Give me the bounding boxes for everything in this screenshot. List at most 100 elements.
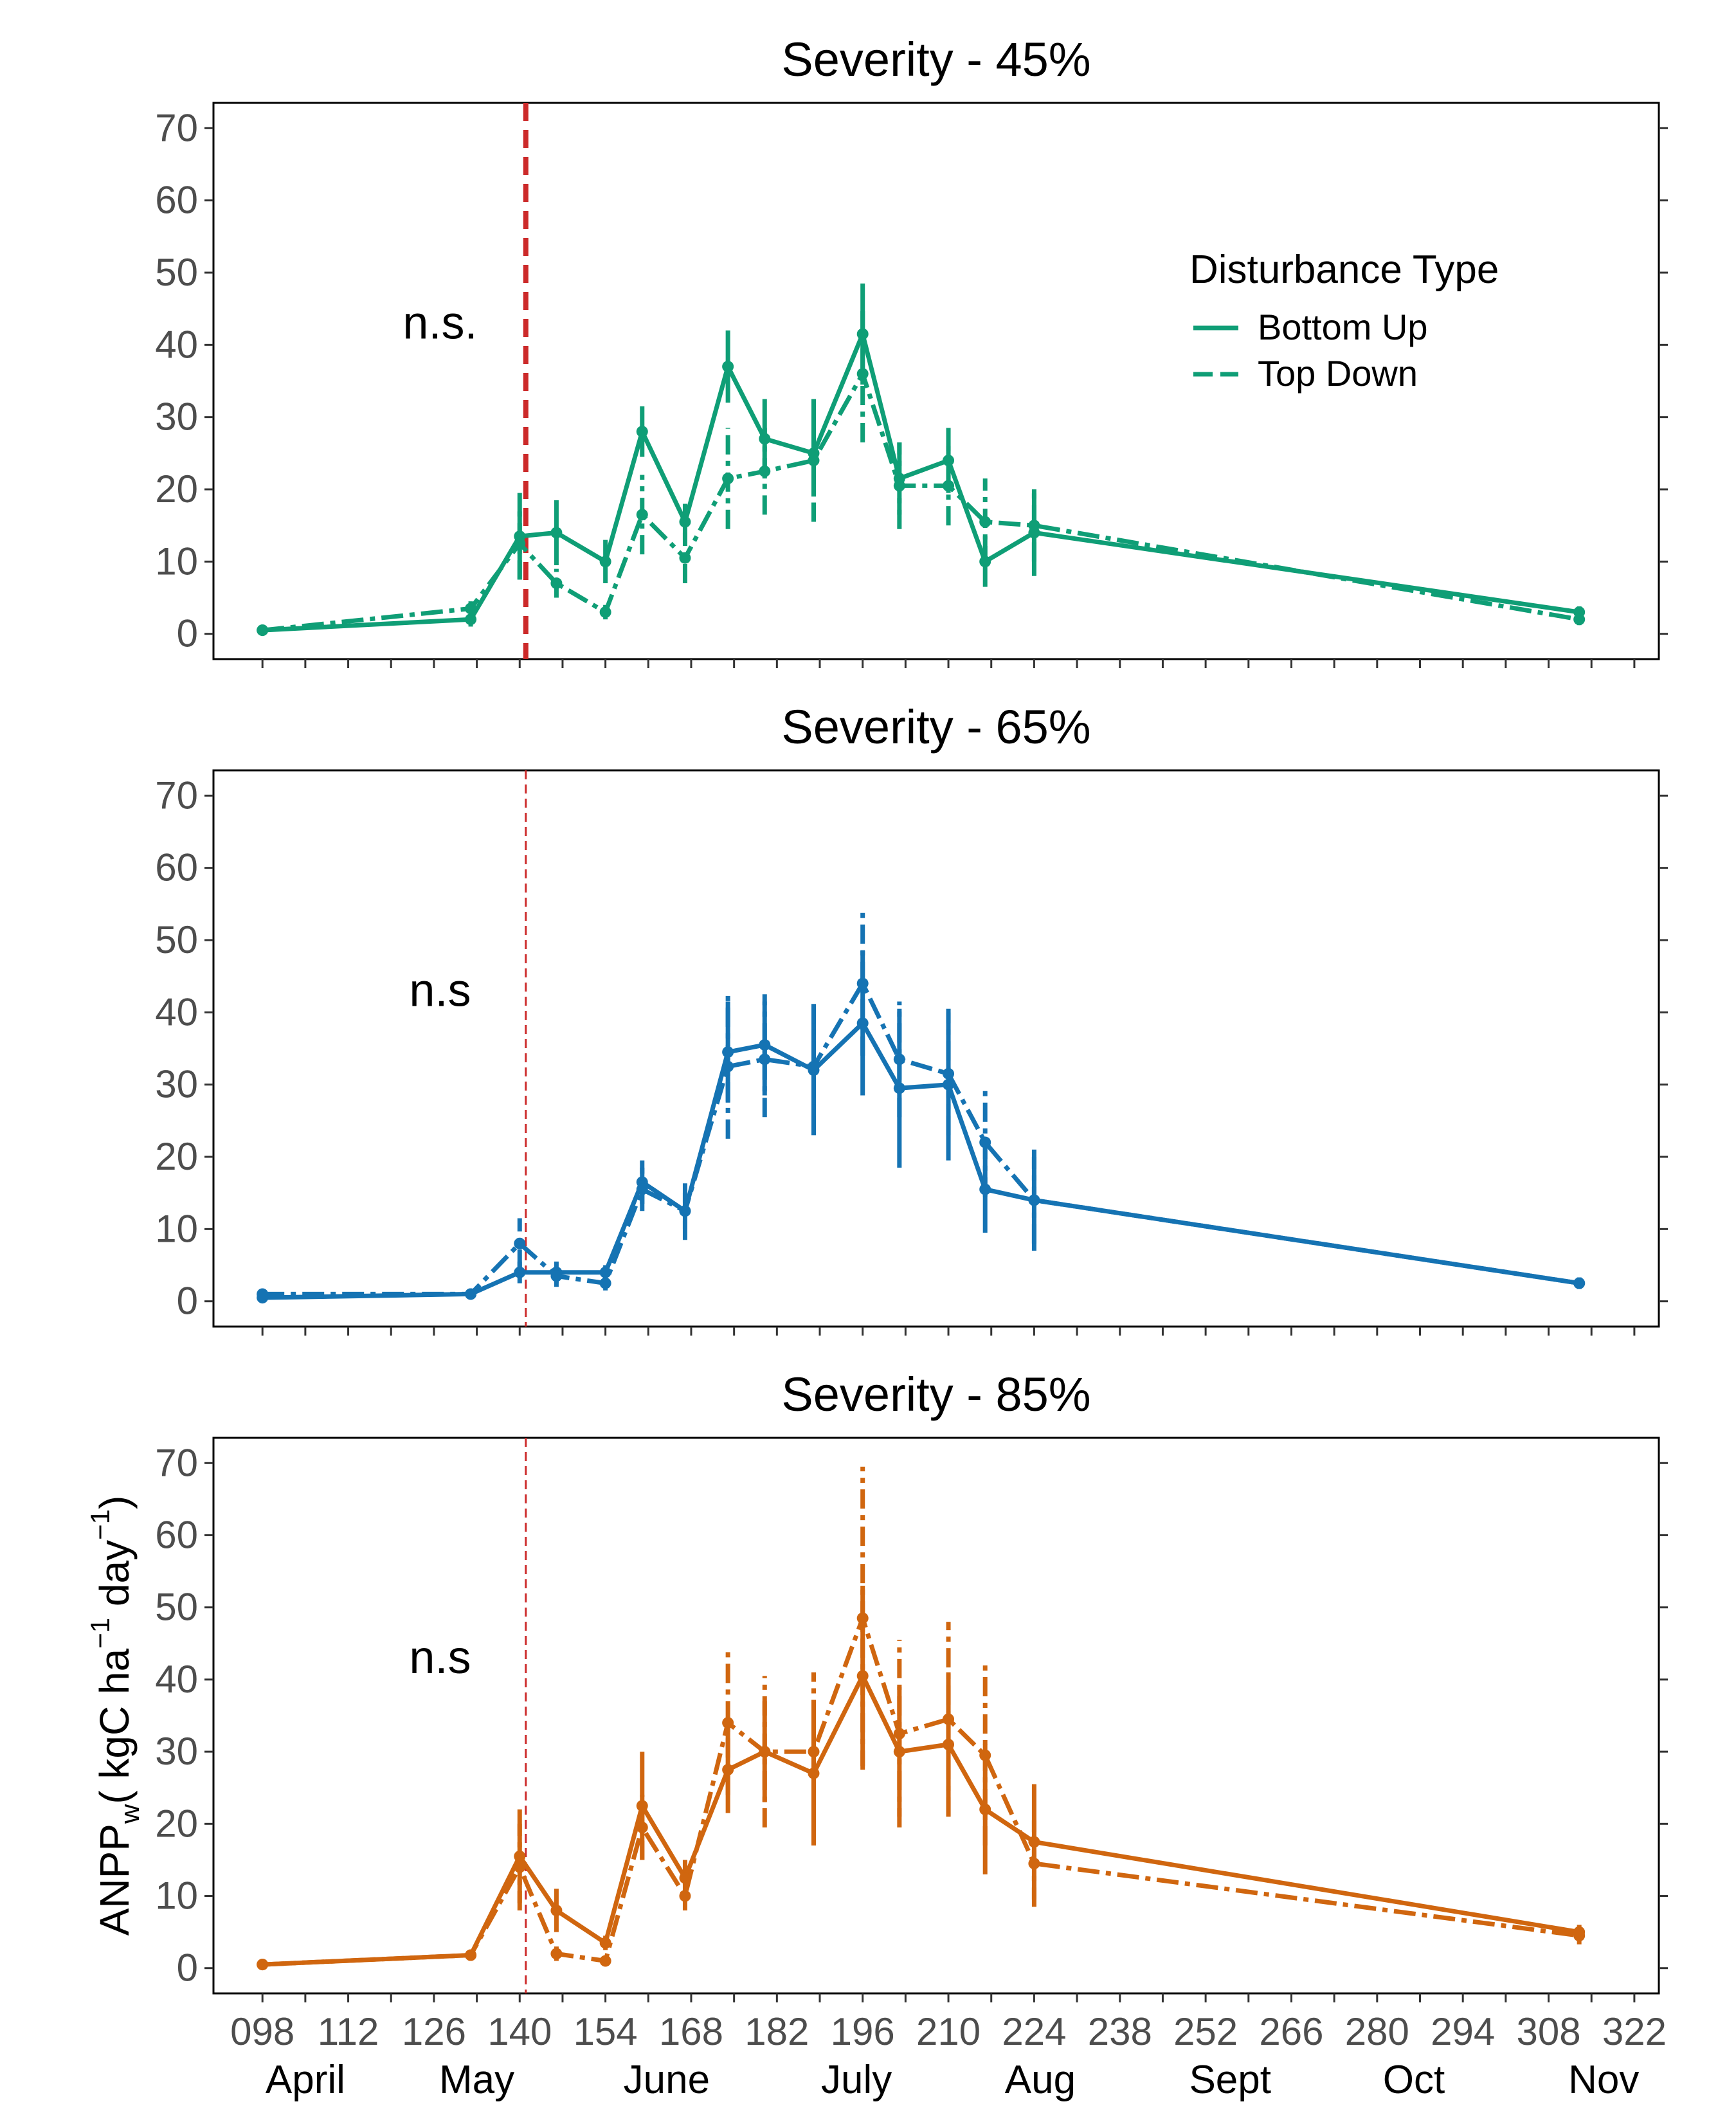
x-tick-label: 112 bbox=[318, 2010, 379, 2053]
y-axis-label-unit-pre: ( kgC ha bbox=[91, 1648, 138, 1804]
y-tick-label: 20 bbox=[155, 1135, 198, 1178]
data-point bbox=[514, 538, 526, 550]
y-tick-label: 30 bbox=[155, 1730, 198, 1773]
y-tick-label: 50 bbox=[155, 251, 198, 294]
y-tick-label: 60 bbox=[155, 179, 198, 222]
x-tick-label: 126 bbox=[402, 2010, 466, 2053]
y-tick-label: 70 bbox=[155, 774, 198, 817]
y-axis-label-unit-mid: day bbox=[91, 1540, 138, 1618]
month-label: April bbox=[266, 2058, 345, 2102]
data-point bbox=[759, 1038, 771, 1051]
x-tick-label: 224 bbox=[1002, 2010, 1066, 2053]
data-point bbox=[465, 1949, 477, 1961]
series-top-down bbox=[257, 305, 1586, 637]
y-tick-label: 0 bbox=[177, 1946, 198, 1990]
data-point bbox=[465, 613, 477, 626]
data-point bbox=[550, 1270, 563, 1282]
month-label: Aug bbox=[1005, 2058, 1076, 2102]
data-point bbox=[893, 1728, 905, 1740]
month-label: Oct bbox=[1383, 2058, 1445, 2102]
data-point bbox=[465, 1288, 477, 1300]
series-line bbox=[262, 981, 1580, 1296]
data-point bbox=[1573, 613, 1586, 626]
x-tick-label: 098 bbox=[230, 2010, 294, 2053]
data-point bbox=[257, 624, 269, 637]
series-line bbox=[262, 371, 1580, 633]
data-point bbox=[679, 1205, 691, 1217]
month-label: July bbox=[821, 2058, 892, 2102]
month-label: June bbox=[624, 2058, 710, 2102]
y-axis-label: ANPPw( kgC ha−1 day−1) bbox=[85, 1496, 145, 1936]
data-point bbox=[759, 1746, 771, 1758]
data-point bbox=[856, 1017, 869, 1029]
data-point bbox=[599, 1266, 611, 1278]
y-tick-label: 20 bbox=[155, 1802, 198, 1845]
data-point bbox=[550, 577, 563, 590]
x-tick-label: 238 bbox=[1088, 2010, 1152, 2053]
y-tick-label: 0 bbox=[177, 1280, 198, 1323]
data-point bbox=[979, 1136, 991, 1148]
series-line bbox=[262, 1673, 1580, 1967]
data-point bbox=[1028, 1194, 1040, 1206]
x-tick-label: 294 bbox=[1431, 2010, 1495, 2053]
panel-title: Severity - 85% bbox=[781, 1368, 1090, 1421]
y-axis-label-sub: w bbox=[114, 1804, 145, 1824]
x-tick-label: 322 bbox=[1602, 2010, 1667, 2053]
data-point bbox=[1028, 520, 1040, 532]
legend-entry: Top Down bbox=[1258, 353, 1418, 394]
y-tick-label: 30 bbox=[155, 395, 198, 439]
data-point bbox=[257, 1288, 269, 1300]
data-point bbox=[759, 1053, 771, 1066]
panel-3: Severity - 85% 0 10 20 30 40 50 60 70 n.s 098 112 12… bbox=[85, 1368, 1668, 2102]
month-label: Nov bbox=[1568, 2058, 1639, 2102]
month-label: May bbox=[439, 2058, 514, 2102]
data-point bbox=[599, 556, 611, 568]
x-tick-label: 140 bbox=[487, 2010, 552, 2053]
y-tick-label: 40 bbox=[155, 1658, 198, 1701]
legend: Disturbance Type Bottom Up Top Down bbox=[1189, 248, 1499, 394]
data-point bbox=[979, 1803, 991, 1815]
data-point bbox=[856, 977, 869, 990]
data-point bbox=[550, 1948, 563, 1960]
data-point bbox=[856, 328, 869, 340]
data-point bbox=[599, 606, 611, 618]
data-point bbox=[679, 552, 691, 564]
data-point bbox=[636, 509, 648, 521]
data-point bbox=[599, 1277, 611, 1289]
panel-title: Severity - 65% bbox=[781, 700, 1090, 754]
data-point bbox=[808, 455, 820, 467]
data-point bbox=[722, 473, 734, 485]
data-point bbox=[943, 1738, 955, 1750]
y-tick-label: 70 bbox=[155, 1441, 198, 1484]
data-point bbox=[893, 480, 905, 492]
panel-2: Severity - 65% 0 10 20 30 40 50 60 70 n.s bbox=[155, 700, 1668, 1336]
x-tick-label: 154 bbox=[574, 2010, 638, 2053]
y-tick-label: 60 bbox=[155, 1513, 198, 1556]
x-tick-label: 210 bbox=[916, 2010, 981, 2053]
x-tick-label: 266 bbox=[1259, 2010, 1323, 2053]
plot-border bbox=[212, 769, 1660, 1328]
data-point bbox=[722, 1060, 734, 1073]
data-point bbox=[893, 1053, 905, 1066]
data-point bbox=[550, 1904, 563, 1916]
data-point bbox=[722, 361, 734, 373]
data-point bbox=[1573, 1277, 1586, 1289]
y-tick-label: 70 bbox=[155, 106, 198, 149]
y-tick-label: 0 bbox=[177, 612, 198, 655]
x-tick-label: 280 bbox=[1345, 2010, 1409, 2053]
data-point bbox=[636, 1821, 648, 1833]
data-point bbox=[636, 1183, 648, 1195]
data-point bbox=[722, 1764, 734, 1776]
series-line bbox=[262, 1020, 1580, 1300]
data-point bbox=[943, 1067, 955, 1080]
y-tick-label: 50 bbox=[155, 1586, 198, 1629]
y-tick-label: 10 bbox=[155, 540, 198, 583]
data-point bbox=[679, 516, 691, 528]
x-tick-label: 182 bbox=[745, 2010, 809, 2053]
data-point bbox=[943, 1713, 955, 1725]
y-axis-label-sup2: −1 bbox=[85, 1509, 115, 1540]
y-tick-label: 20 bbox=[155, 467, 198, 511]
series-top-down bbox=[257, 911, 1586, 1300]
data-point bbox=[979, 1749, 991, 1761]
